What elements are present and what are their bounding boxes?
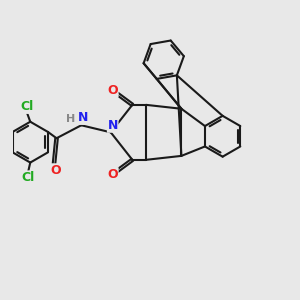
Text: Cl: Cl (22, 171, 35, 184)
Text: H: H (66, 114, 75, 124)
Text: O: O (50, 164, 61, 177)
Text: N: N (107, 119, 118, 132)
Text: Cl: Cl (20, 100, 34, 113)
Text: O: O (107, 168, 118, 181)
Text: O: O (107, 84, 118, 97)
Text: N: N (78, 111, 88, 124)
